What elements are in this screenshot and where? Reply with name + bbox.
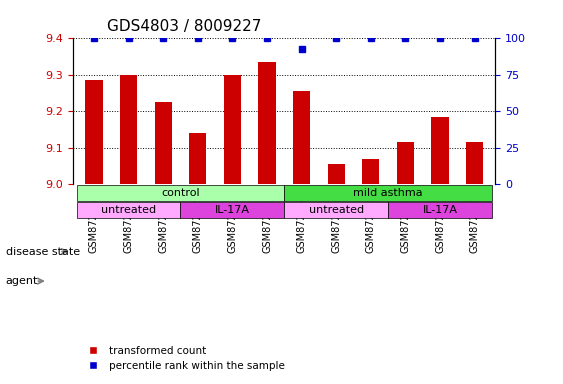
Bar: [397, 142, 414, 184]
FancyBboxPatch shape: [388, 202, 492, 218]
Bar: [362, 159, 379, 184]
Bar: [120, 75, 137, 184]
Bar: [224, 75, 241, 184]
Bar: [466, 142, 483, 184]
FancyBboxPatch shape: [284, 185, 492, 201]
Text: IL-17A: IL-17A: [423, 205, 458, 215]
Bar: [86, 80, 102, 184]
Text: untreated: untreated: [309, 205, 364, 215]
Text: control: control: [161, 188, 200, 198]
Bar: [431, 117, 449, 184]
Bar: [154, 102, 172, 184]
FancyBboxPatch shape: [284, 202, 388, 218]
Bar: [328, 164, 345, 184]
Text: untreated: untreated: [101, 205, 156, 215]
Bar: [189, 133, 207, 184]
Text: mild asthma: mild asthma: [354, 188, 423, 198]
Legend: transformed count, percentile rank within the sample: transformed count, percentile rank withi…: [78, 341, 289, 375]
Text: GDS4803 / 8009227: GDS4803 / 8009227: [107, 20, 261, 35]
FancyBboxPatch shape: [77, 202, 181, 218]
FancyBboxPatch shape: [77, 185, 284, 201]
Text: disease state: disease state: [6, 247, 80, 257]
Text: IL-17A: IL-17A: [215, 205, 250, 215]
Bar: [293, 91, 310, 184]
Bar: [258, 62, 276, 184]
FancyBboxPatch shape: [181, 202, 284, 218]
Text: agent: agent: [6, 276, 38, 286]
